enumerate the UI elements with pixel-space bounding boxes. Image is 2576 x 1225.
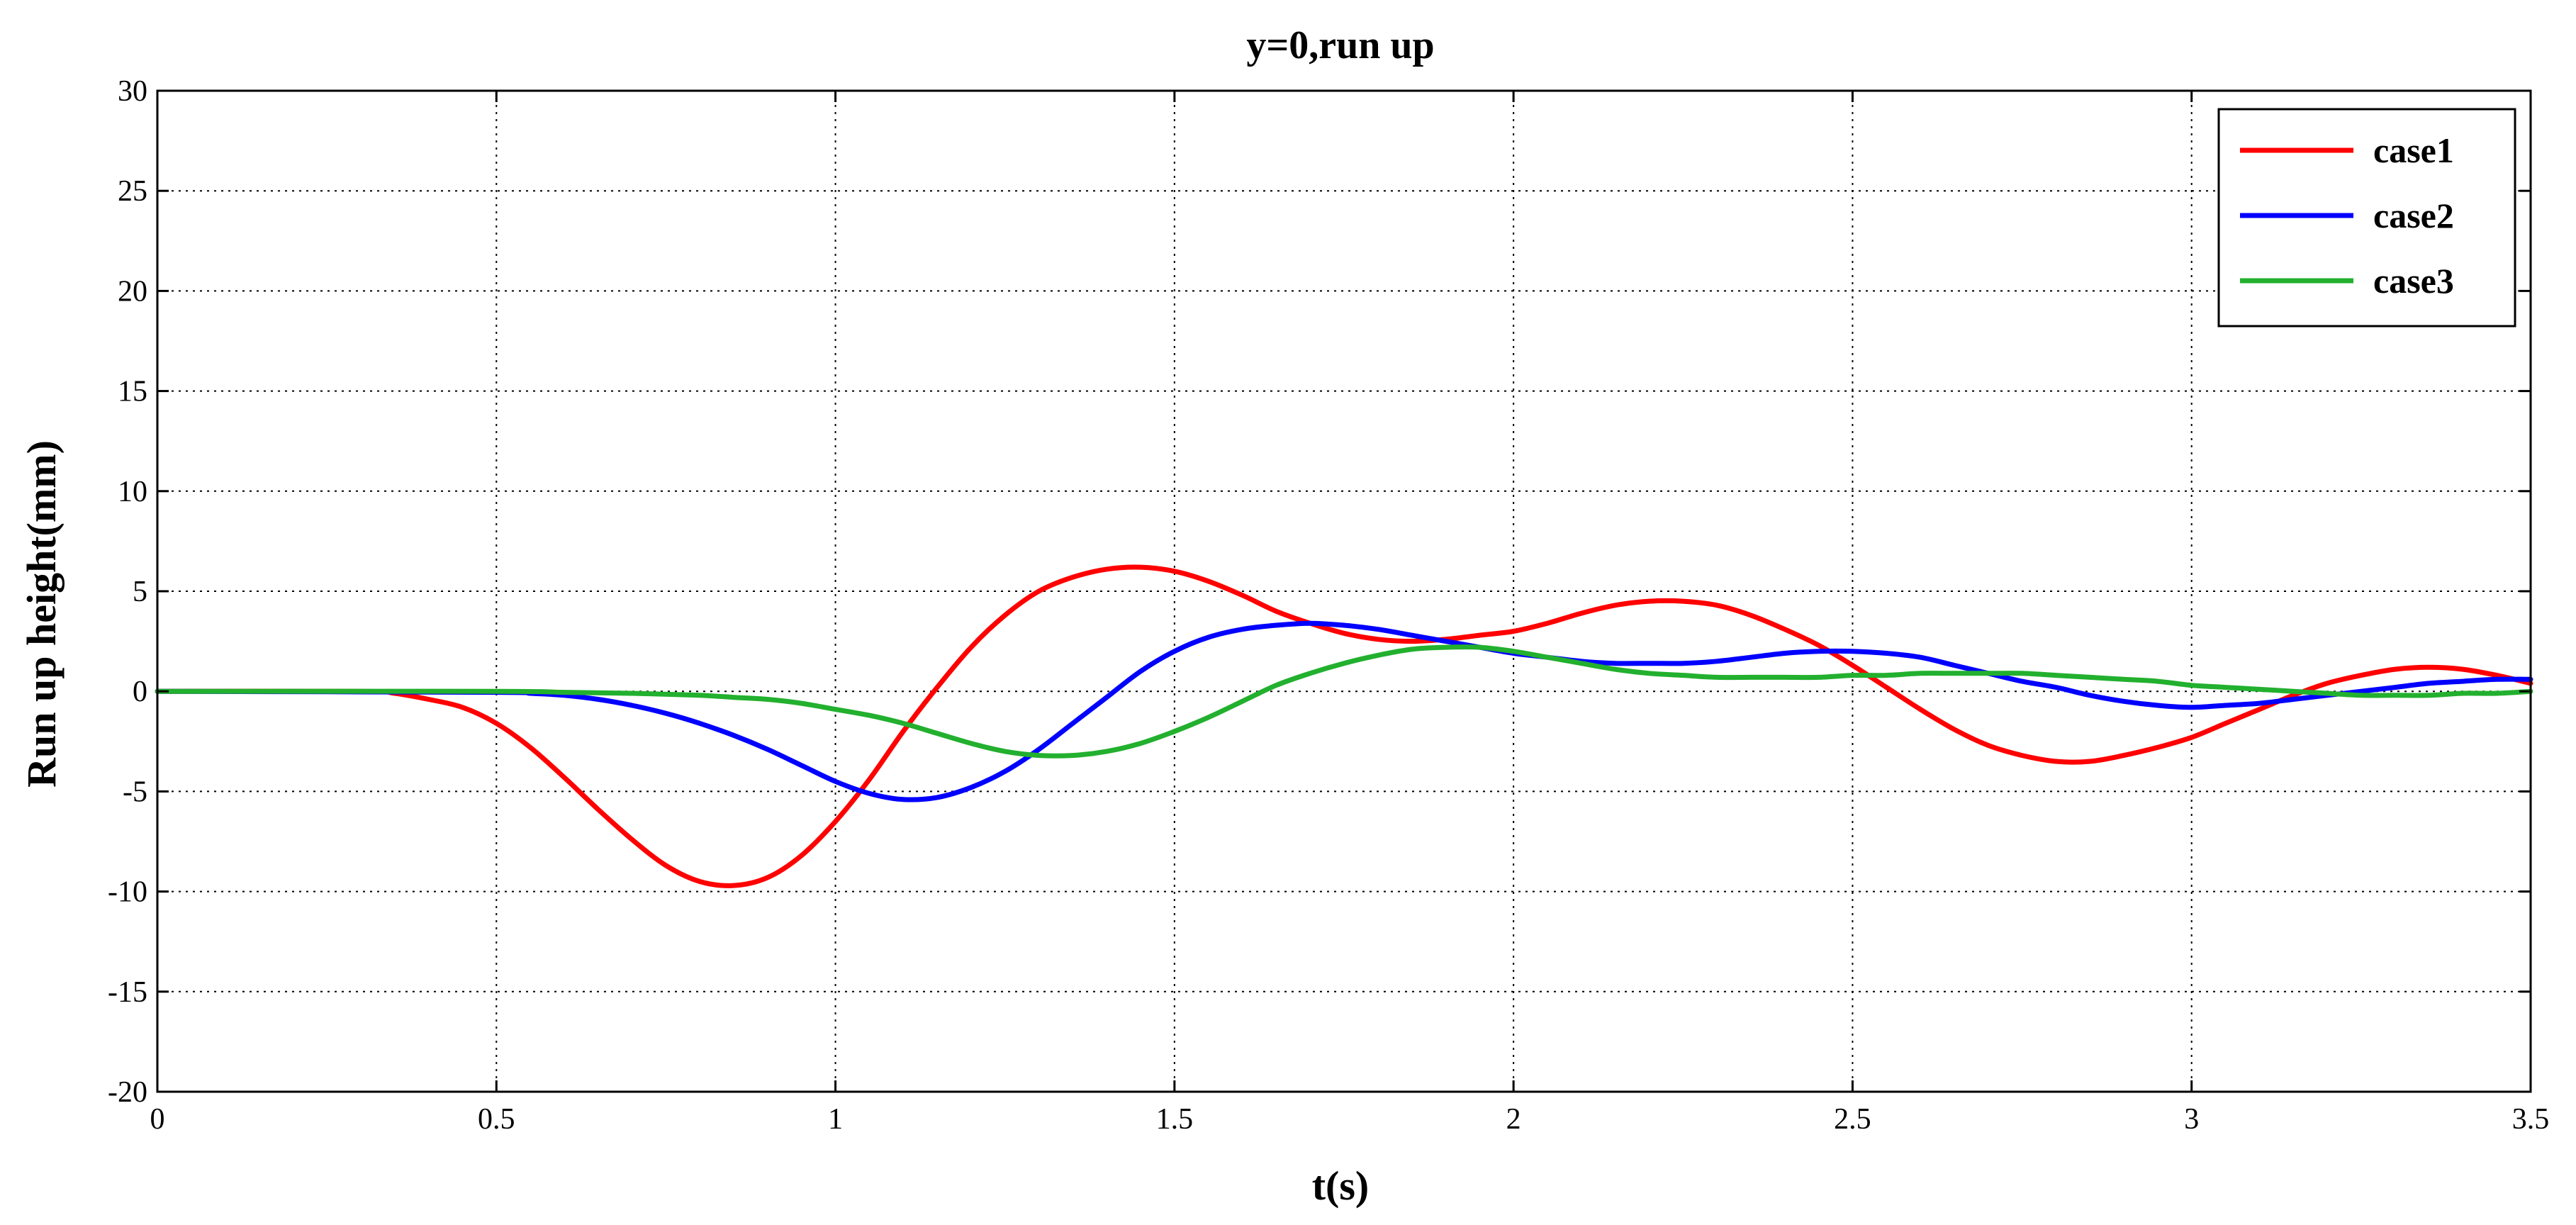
x-tick-label: 0 <box>150 1103 165 1136</box>
x-tick-label: 1 <box>828 1103 843 1136</box>
y-tick-label: 30 <box>118 75 147 108</box>
x-tick-label: 2 <box>1506 1103 1521 1136</box>
series-line-case3 <box>155 644 2533 759</box>
x-tick-label: 1.5 <box>1156 1103 1194 1136</box>
y-tick-label: -10 <box>108 876 147 909</box>
x-tick-label: 3.5 <box>2512 1103 2550 1136</box>
y-tick-label: 10 <box>118 476 147 508</box>
y-tick-label: -15 <box>108 976 147 1009</box>
x-tick-label: 0.5 <box>478 1103 515 1136</box>
series-group <box>155 564 2533 888</box>
legend-label-case1: case1 <box>2373 130 2454 170</box>
x-tick-label: 3 <box>2184 1103 2199 1136</box>
y-tick-label: -20 <box>108 1076 147 1109</box>
y-axis-label: Run up height(mm) <box>18 440 65 788</box>
grid <box>157 91 2531 1092</box>
y-tick-label: -5 <box>123 776 147 808</box>
x-axis-label: t(s) <box>1312 1163 1370 1209</box>
legend-label-case3: case3 <box>2373 261 2454 301</box>
chart-title: y=0,run up <box>1246 23 1434 67</box>
x-tick-label: 2.5 <box>1834 1103 1871 1136</box>
series-line-case1 <box>155 564 2533 888</box>
legend-label-case2: case2 <box>2373 196 2454 235</box>
y-tick-label: 20 <box>118 275 147 308</box>
y-tick-label: 25 <box>118 175 147 208</box>
y-tick-label: 15 <box>118 376 147 408</box>
legend: case1 case2 case3 <box>2217 108 2516 328</box>
series-line-case2 <box>155 620 2533 802</box>
y-tick-label: 0 <box>133 676 147 708</box>
ticks: 0 0.5 1 1.5 2 2.5 3 3.5 -20 -15 -10 -5 0 5 10 15 20 25 30 <box>108 75 2549 1136</box>
y-tick-label: 5 <box>133 576 147 608</box>
